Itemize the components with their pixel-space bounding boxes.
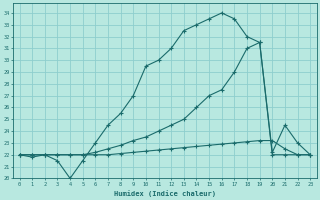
X-axis label: Humidex (Indice chaleur): Humidex (Indice chaleur) [114,190,216,197]
